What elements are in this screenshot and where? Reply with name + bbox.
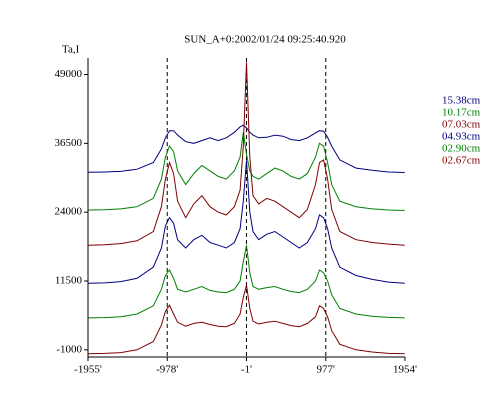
x-tick-label: -1955' — [74, 364, 102, 376]
series-line — [88, 62, 405, 246]
legend-label: 07.03cm — [442, 119, 481, 131]
series-line — [88, 284, 405, 355]
x-tick-label: 977' — [317, 364, 336, 376]
legend-label: 10.17cm — [442, 107, 481, 119]
series-line — [88, 160, 405, 284]
chart-title: SUN_A+0:2002/01/24 09:25:40.920 — [184, 34, 346, 46]
legend-label: 04.93cm — [442, 131, 481, 143]
series-line — [88, 132, 405, 211]
y-axis-label: Ta,I — [62, 44, 80, 56]
y-tick-label: 24000 — [55, 206, 83, 218]
y-tick-label: 36500 — [55, 137, 83, 149]
x-tick-label: -1' — [241, 364, 252, 376]
y-tick-label: 49000 — [55, 68, 83, 80]
series-line — [88, 124, 405, 173]
legend-label: 02.67cm — [442, 155, 481, 167]
y-tick-label: 11500 — [55, 275, 83, 287]
legend-label: 15.38cm — [442, 95, 481, 107]
legend-label: 02.90cm — [442, 143, 481, 155]
x-tick-label: -978' — [156, 364, 178, 376]
x-tick-label: 1954' — [393, 364, 417, 376]
y-tick-label: -1000 — [56, 343, 82, 355]
series-line — [88, 245, 405, 319]
